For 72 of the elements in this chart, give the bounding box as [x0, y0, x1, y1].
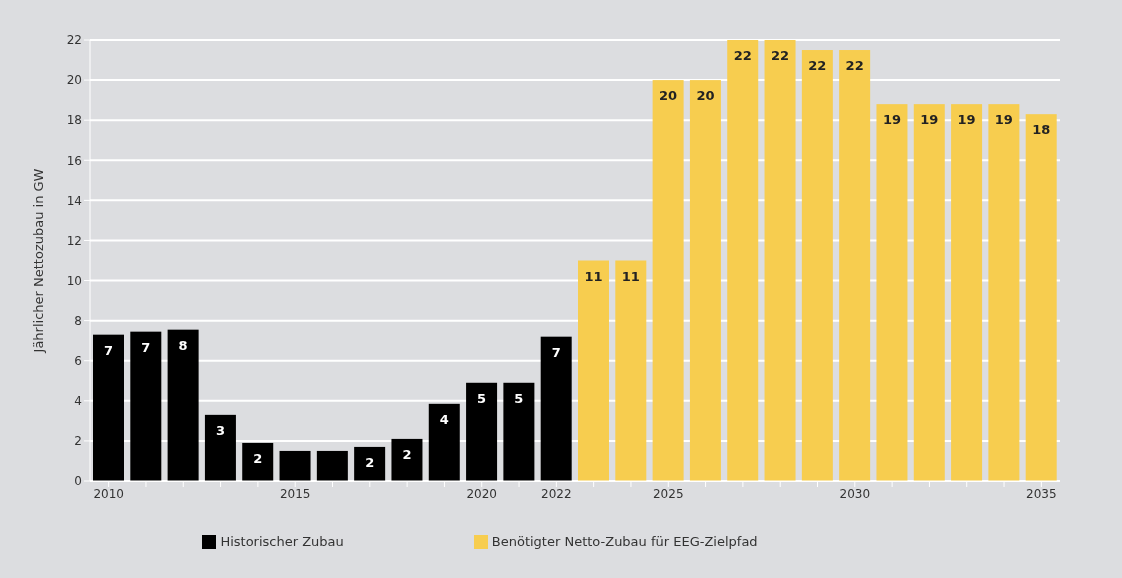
bar [1025, 114, 1057, 481]
data-label: 8 [178, 337, 188, 353]
data-label: 20 [696, 88, 715, 104]
bar [951, 104, 983, 481]
data-label: 22 [733, 48, 752, 63]
bar [689, 80, 721, 481]
data-label: 2 [253, 450, 263, 466]
bar [727, 40, 759, 481]
bar [801, 50, 833, 481]
y-tick-label: 22 [66, 33, 82, 48]
data-label: 22 [808, 58, 827, 74]
bar [391, 438, 423, 481]
bar [93, 334, 124, 481]
y-tick-label: 6 [74, 353, 82, 368]
bar [354, 446, 386, 481]
bar [764, 40, 796, 481]
data-label: 22 [845, 58, 864, 74]
y-tick-label: 4 [74, 394, 82, 409]
x-tick-label: 2035 [1026, 486, 1057, 501]
x-tick-label: 2020 [466, 486, 497, 501]
data-label: 11 [584, 268, 603, 284]
bar [652, 80, 684, 481]
bar [204, 414, 236, 481]
data-label: 19 [994, 112, 1013, 128]
x-tick-label: 2010 [93, 486, 124, 501]
data-label: 5 [477, 390, 487, 406]
y-tick-label: 18 [66, 113, 82, 128]
data-label: 5 [514, 390, 524, 406]
data-label: 19 [957, 112, 976, 128]
data-label: 22 [770, 48, 790, 63]
y-tick-label: 12 [66, 233, 82, 248]
x-tick-label: 2030 [839, 486, 871, 501]
bar [242, 442, 274, 481]
data-label: 19 [920, 112, 939, 128]
legend-label: Benötigter Netto-Zubau für EEG-Zielpfad [491, 534, 758, 549]
bar [466, 382, 498, 481]
bar [503, 382, 535, 481]
data-label: 7 [103, 342, 114, 358]
data-label: 4 [439, 411, 449, 427]
bar [876, 104, 908, 481]
y-tick-label: 8 [74, 313, 82, 328]
bar [988, 104, 1020, 481]
data-label: 2 [402, 446, 412, 462]
bar [578, 260, 609, 481]
bar [316, 450, 348, 481]
bar [913, 104, 945, 481]
y-tick-label: 16 [66, 153, 82, 168]
x-tick-label: 2015 [279, 486, 311, 501]
data-label: 7 [551, 344, 561, 360]
legend-label: Historischer Zubau [220, 534, 344, 549]
y-tick-label: 10 [66, 273, 82, 288]
bar [428, 403, 460, 481]
y-tick-label: 14 [66, 193, 82, 208]
y-axis-title: Jährlicher Nettozubau in GW [30, 168, 46, 354]
bar [279, 450, 311, 481]
bar [540, 336, 572, 481]
x-tick-label: 2025 [653, 486, 684, 501]
x-tick-label: 2022 [541, 486, 572, 501]
y-tick-label: 20 [66, 73, 82, 88]
y-tick-label: 2 [74, 434, 82, 449]
data-label: 2 [365, 454, 375, 470]
bar [130, 331, 162, 481]
y-tick-label: 0 [74, 474, 82, 489]
data-label: 20 [659, 88, 678, 104]
data-label: 18 [1032, 122, 1051, 138]
data-label: 19 [882, 112, 902, 128]
data-label: 11 [621, 268, 640, 284]
bar [615, 260, 647, 481]
data-label: 3 [215, 422, 225, 438]
bar [839, 50, 871, 481]
data-label: 7 [141, 339, 151, 355]
bar [167, 329, 199, 481]
